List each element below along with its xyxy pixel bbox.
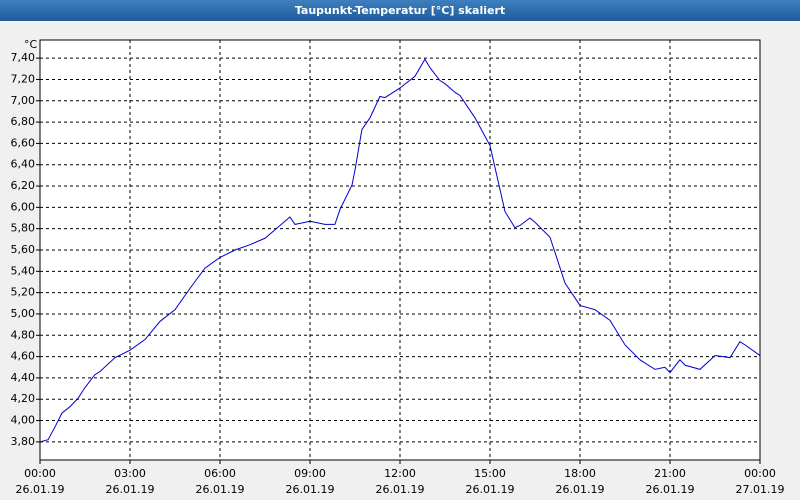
y-tick-label: 4,40	[11, 371, 36, 384]
y-tick-label: 5,40	[11, 264, 36, 277]
x-tick-label: 15:00	[474, 467, 506, 480]
x-tick-date: 26.01.19	[646, 483, 695, 496]
y-tick-label: 5,80	[11, 222, 36, 235]
y-tick-label: 7,20	[11, 72, 36, 85]
x-tick-date: 26.01.19	[16, 483, 65, 496]
y-tick-label: 6,80	[11, 115, 36, 128]
y-tick-label: 5,00	[11, 307, 36, 320]
x-tick-date: 26.01.19	[556, 483, 605, 496]
y-tick-label: 7,00	[11, 94, 36, 107]
x-tick-label: 21:00	[654, 467, 686, 480]
x-tick-date: 26.01.19	[106, 483, 155, 496]
y-tick-label: 6,20	[11, 179, 36, 192]
y-unit: °C	[24, 38, 38, 51]
x-tick-label: 18:00	[564, 467, 596, 480]
y-tick-label: 5,60	[11, 243, 36, 256]
y-tick-label: 7,40	[11, 51, 36, 64]
x-tick-label: 12:00	[384, 467, 416, 480]
x-tick-label: 00:00	[744, 467, 776, 480]
chart-title: Taupunkt-Temperatur [°C] skaliert	[295, 4, 505, 17]
x-tick-date: 26.01.19	[466, 483, 515, 496]
y-tick-label: 3,80	[11, 435, 36, 448]
y-tick-label: 4,20	[11, 392, 36, 405]
data-line	[39, 58, 761, 443]
plot-border	[39, 39, 761, 461]
x-tick-label: 06:00	[204, 467, 236, 480]
x-tick-date: 26.01.19	[376, 483, 425, 496]
y-tick-label: 4,80	[11, 328, 36, 341]
x-tick-date: 26.01.19	[286, 483, 335, 496]
x-tick-label: 09:00	[294, 467, 326, 480]
y-tick-label: 5,20	[11, 286, 36, 299]
x-tick-label: 00:00	[24, 467, 56, 480]
title-bar	[0, 0, 800, 21]
y-tick-label: 6,00	[11, 200, 36, 213]
x-tick-date: 26.01.19	[196, 483, 245, 496]
y-tick-label: 4,00	[11, 414, 36, 427]
x-tick-label: 03:00	[114, 467, 146, 480]
y-tick-label: 6,40	[11, 158, 36, 171]
x-tick-date: 27.01.19	[736, 483, 785, 496]
y-tick-label: 4,60	[11, 350, 36, 363]
y-tick-label: 6,60	[11, 136, 36, 149]
